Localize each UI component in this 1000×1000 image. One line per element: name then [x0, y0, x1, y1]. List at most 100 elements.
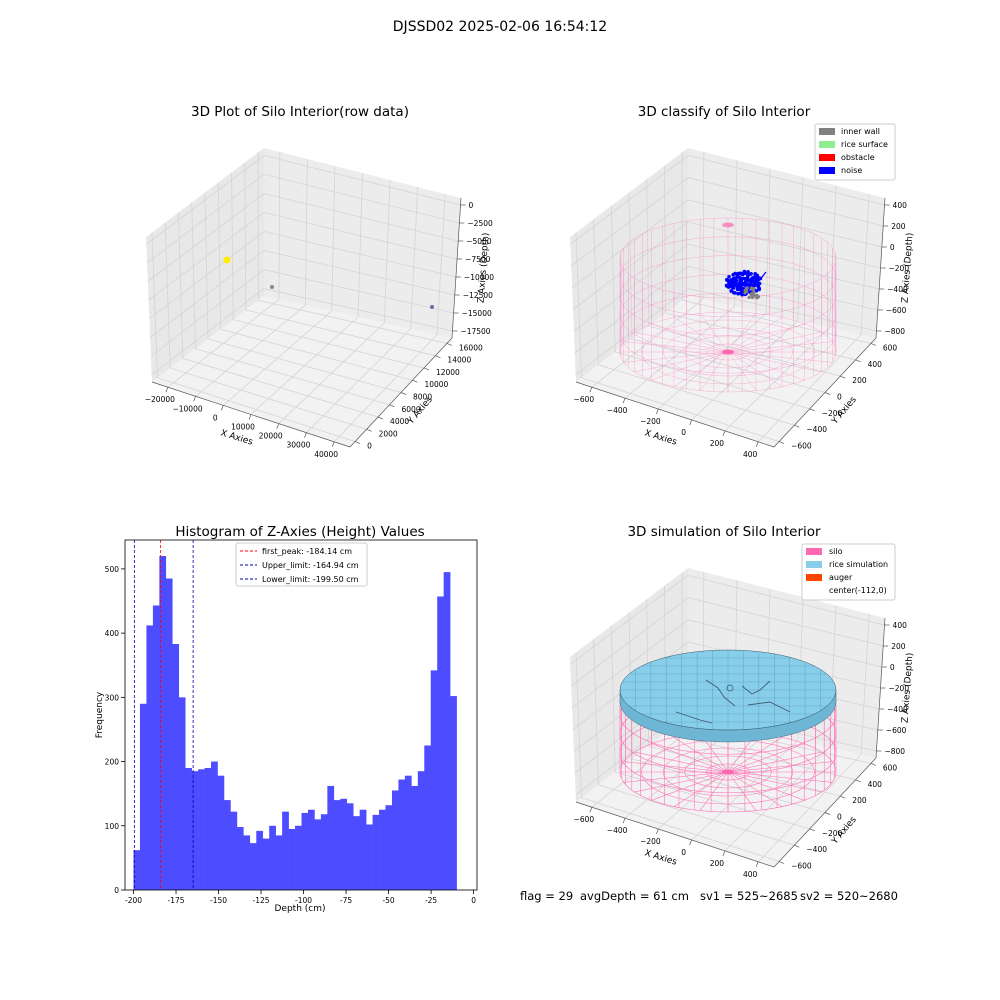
noise-point: [731, 273, 735, 277]
classify-y-tick-label: 0: [837, 393, 842, 402]
noise-point: [748, 283, 752, 288]
hist-bar: [236, 827, 244, 890]
classify-silo-floor-spoke: [699, 313, 729, 353]
classify-x-tick-label: 200: [710, 439, 725, 448]
hist-bar: [430, 670, 438, 890]
legend-obstacle: obstacle: [841, 153, 875, 162]
classify-silo-floor-spoke: [727, 331, 822, 353]
classify-silo-floor-spoke: [727, 351, 805, 381]
noise-point: [734, 278, 739, 283]
hist-bar: [269, 825, 276, 890]
sim-silo-floor-spoke: [727, 751, 822, 773]
noise-point: [738, 280, 742, 285]
noise-point: [756, 285, 761, 289]
raw-y-tick-label: 12000: [436, 368, 460, 377]
hist-bar: [152, 605, 160, 890]
noise-point: [744, 279, 748, 284]
classify-zlabel: Z Axies (Depth): [901, 232, 916, 303]
rice-depression-line: [705, 679, 736, 707]
sim-x-tick-label: 0: [681, 848, 686, 857]
hist-bar: [295, 825, 302, 890]
classify-silo-wireframe: [619, 217, 837, 393]
classify-silo-floor-spoke: [727, 341, 833, 353]
raw-z-axis-line: [451, 197, 462, 339]
classify-silo-floor-spoke: [634, 331, 729, 353]
noise-point: [755, 273, 760, 278]
classify-z-tick-label: −600: [886, 306, 907, 315]
hist-bar: [353, 816, 360, 890]
raw-y-tick-label: 2000: [379, 429, 398, 438]
hist-frame: [124, 539, 478, 891]
noise-point: [726, 284, 730, 289]
hist-xlabel: Depth (cm): [274, 904, 325, 914]
classify-silo-floor-spoke: [651, 351, 729, 381]
hist-bar: [185, 767, 192, 890]
sim-x-tick-label: −200: [640, 837, 661, 846]
raw-floor-pane: [152, 296, 452, 447]
legend-upper-limit: Upper_limit: -164.94 cm: [262, 561, 359, 570]
inner-wall-point: [750, 291, 754, 295]
classify-silo-floor-spoke: [727, 351, 783, 387]
sim-silo-floor-spoke: [699, 771, 729, 811]
raw-zlabel: Z Axies (Depth): [477, 232, 492, 303]
noise-streak: [757, 271, 767, 283]
raw-3d-axes: −20000−100000100002000030000400000200040…: [145, 148, 494, 459]
sim-silo-floor-spoke: [727, 771, 757, 811]
hist-bar: [359, 809, 367, 890]
raw-z-tick-label: −2500: [467, 219, 493, 228]
classify-y-tick-label: −200: [822, 409, 843, 418]
legend-lower-limit: Lower_limit: -199.50 cm: [262, 575, 359, 584]
sim-x-tick-label: −400: [607, 826, 628, 835]
hist-bar: [223, 800, 231, 890]
legend-swatch-center: [806, 587, 822, 594]
sim-y-tick-label: 600: [883, 763, 898, 772]
classify-left-pane: [570, 148, 688, 382]
classify-silo-floor-spoke: [651, 323, 729, 353]
legend-swatch-rice-surface: [819, 141, 835, 148]
sim-y-tick-label: −200: [822, 829, 843, 838]
legend-rice-simulation: rice simulation: [829, 560, 888, 569]
noise-point: [750, 276, 754, 281]
sim-x-tick-label: 200: [710, 859, 725, 868]
rice-depression-line: [741, 680, 771, 695]
hist-bar: [385, 805, 393, 890]
rice-depression-line: [747, 701, 791, 713]
raw-x-tick-label: −10000: [172, 404, 202, 413]
noise-point: [732, 281, 736, 286]
sim-silo-floor-spoke: [634, 771, 729, 793]
raw-z-tick-label: −10000: [464, 273, 494, 282]
hist-bar: [256, 830, 264, 890]
classify-silo-floor-spoke: [727, 317, 783, 353]
hist-bar: [139, 703, 147, 890]
hist-bar: [198, 769, 205, 890]
sim-silo-floor-spoke: [727, 771, 822, 793]
center-marker: [726, 684, 734, 692]
classify-silo-floor-spoke: [623, 341, 729, 353]
raw-x-tick-label: 20000: [259, 432, 283, 441]
legend-swatch-inner-wall: [819, 128, 835, 135]
hist-bar: [249, 843, 257, 890]
raw-data-point: [270, 285, 274, 289]
hist-bar: [146, 625, 154, 890]
sim-z-tick-label: 0: [890, 663, 895, 672]
sim-silo-floor-spoke: [727, 743, 805, 773]
raw-back-pane: [264, 148, 461, 338]
hist-bar: [346, 803, 354, 890]
hist-x-tick-label: -200: [125, 896, 142, 905]
sim-silo-floor-spoke: [727, 771, 783, 807]
panel-simulation-3d: 3D simulation of Silo Interior −600 −400 −…: [570, 524, 915, 879]
hist-bar: [301, 812, 309, 890]
raw-z-tick-label: −7500: [465, 255, 491, 264]
histogram-plot-area: -200 -175 -150 -125 -100 -75 -50 -25 0 0 100 200 300…: [105, 539, 478, 905]
noise-point: [740, 272, 745, 277]
noise-point: [727, 275, 731, 279]
hist-bar: [275, 835, 283, 890]
hist-x-tick-label: -100: [295, 896, 312, 905]
classify-silo-floor-spoke: [673, 317, 729, 353]
hist-x-tick-label: -25: [425, 896, 437, 905]
legend-inner-wall: inner wall: [841, 127, 880, 136]
legend-swatch-obstacle: [819, 154, 835, 161]
panel-hist-title: Histogram of Z-Axies (Height) Values: [175, 524, 424, 540]
classify-silo-floor-spoke: [699, 351, 729, 391]
